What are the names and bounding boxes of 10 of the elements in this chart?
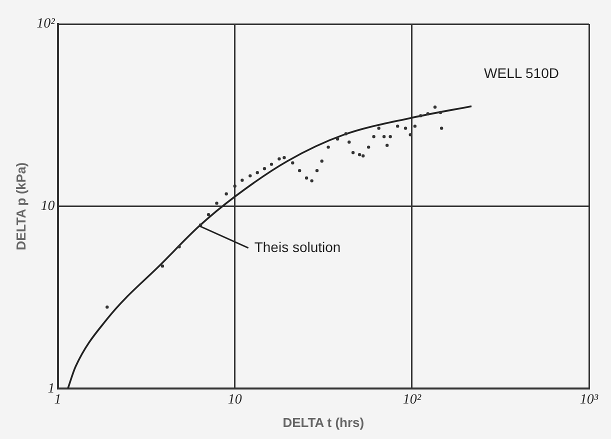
y-tick-label: 10 — [40, 198, 55, 214]
annotation: Theis solution — [254, 238, 341, 255]
x-axis-title: DELTA t (hrs) — [282, 414, 364, 430]
annotation: WELL 510D — [484, 64, 559, 81]
x-tick-label: 10² — [402, 392, 422, 408]
y-tick-label: 10² — [36, 16, 56, 32]
x-tick-label: 10 — [228, 392, 242, 408]
x-tick-label: 10³ — [580, 392, 599, 408]
y-tick-label: 1 — [48, 381, 55, 396]
y-axis-title: DELTA p (kPa) — [13, 162, 28, 250]
